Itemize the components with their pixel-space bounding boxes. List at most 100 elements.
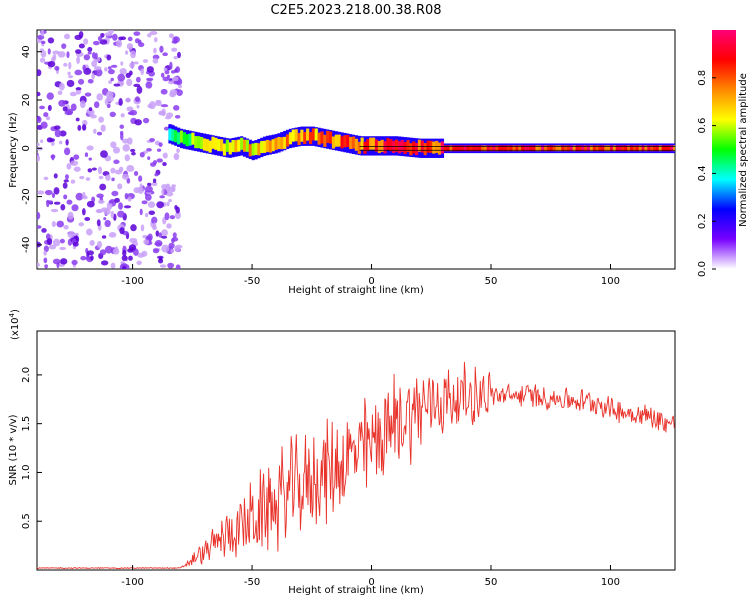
heatmap-noise-cell <box>174 245 181 252</box>
heatmap-noise-cell <box>53 173 58 179</box>
heatmap-noise-cell <box>78 43 85 49</box>
heatmap-noise-cell <box>170 70 176 74</box>
heatmap-noise-cell <box>51 154 55 161</box>
heatmap-ridge-cell <box>501 145 505 152</box>
heatmap-noise-cell <box>154 239 163 247</box>
heatmap-noise-cell <box>175 66 181 73</box>
heatmap-noise-cell <box>78 222 85 227</box>
heatmap-ridge-cell <box>653 145 657 152</box>
heatmap-ridge-cell <box>529 145 533 152</box>
heatmap-ridge-cell <box>351 136 356 149</box>
heatmap-noise-cell <box>78 31 84 39</box>
heatmap-x-label: Height of straight line (km) <box>288 285 424 296</box>
heatmap-noise-cell <box>119 124 125 129</box>
heatmap-noise-cell <box>127 111 135 116</box>
heatmap-noise-cell <box>91 167 97 171</box>
heatmap-ridge-cell <box>641 145 645 152</box>
heatmap-ridge-cell <box>498 145 502 152</box>
heatmap-noise-cell <box>96 131 103 136</box>
heatmap-noise-cell <box>48 244 57 250</box>
heatmap-ridge-cell <box>394 139 399 152</box>
heatmap-x-tick-label: -100 <box>121 276 144 287</box>
heatmap-ridge-cell <box>472 145 476 152</box>
heatmap-noise-cell <box>63 179 69 183</box>
heatmap-noise-cell <box>98 175 104 180</box>
heatmap-ridge-cell <box>311 128 315 141</box>
heatmap-noise-cell <box>37 262 40 268</box>
heatmap-ridge-cell <box>486 145 490 152</box>
heatmap-ridge-cell <box>326 130 330 143</box>
heatmap-noise-cell <box>62 182 68 189</box>
snr-scale-exponent: 4 <box>8 312 16 317</box>
heatmap-ridge-cell <box>443 145 447 152</box>
heatmap-noise-cell <box>164 212 170 221</box>
heatmap-ridge-cell <box>179 130 184 143</box>
heatmap-ridge-cell <box>435 140 439 153</box>
heatmap-x-tick-label: 100 <box>601 276 620 287</box>
heatmap-noise-cell <box>58 82 65 91</box>
heatmap-noise-cell <box>73 232 80 236</box>
heatmap-ridge-cell <box>495 145 499 152</box>
heatmap-noise-cell <box>99 39 108 45</box>
heatmap-noise-cell <box>111 190 119 197</box>
heatmap-ridge-cell <box>655 145 660 152</box>
heatmap-noise-cell <box>58 99 66 107</box>
heatmap-noise-cell <box>171 47 178 52</box>
heatmap-noise-cell <box>37 69 42 77</box>
heatmap-noise-cell <box>40 40 46 45</box>
heatmap-noise-cell <box>57 90 63 96</box>
heatmap-ridge-cell <box>288 132 293 145</box>
heatmap-noise-cell <box>177 51 181 59</box>
heatmap-noise-cell <box>52 238 61 247</box>
heatmap-ridge-cell <box>466 145 470 152</box>
heatmap-noise-cell <box>110 167 116 174</box>
heatmap-noise-cell <box>122 266 127 269</box>
heatmap-noise-cell <box>151 216 158 224</box>
heatmap-noise-cell <box>37 225 42 229</box>
heatmap-ridge-cell <box>569 145 574 152</box>
figure-title: C2E5.2023.218.00.38.R08 <box>270 3 441 18</box>
heatmap-noise-cell <box>176 148 180 154</box>
heatmap-noise-cell <box>120 132 124 141</box>
heatmap-noise-cell <box>66 79 75 88</box>
heatmap-ridge-cell <box>446 145 450 152</box>
heatmap-noise-cell <box>139 183 143 191</box>
heatmap-noise-cell <box>140 224 145 232</box>
heatmap-noise-cell <box>104 67 108 72</box>
heatmap-noise-cell <box>160 104 169 108</box>
heatmap-noise-cell <box>155 230 160 237</box>
heatmap-noise-cell <box>171 185 176 192</box>
snr-scale-prefix: (x10 <box>10 317 21 340</box>
heatmap-noise-cell <box>118 166 124 172</box>
heatmap-ridge-cell <box>541 145 545 152</box>
heatmap-noise-cell <box>126 43 134 50</box>
heatmap-ridge <box>168 124 675 161</box>
heatmap-ridge-cell <box>337 134 341 147</box>
heatmap-noise-cell <box>104 32 113 37</box>
heatmap-noise-cell <box>51 220 56 227</box>
heatmap-ridge-cell <box>397 141 402 154</box>
heatmap-noise-cell <box>87 168 93 173</box>
heatmap-ridge-cell <box>283 136 287 149</box>
heatmap-noise-cell <box>61 43 67 49</box>
heatmap-noise-cell <box>142 59 149 63</box>
heatmap-noise-cell <box>47 61 56 68</box>
heatmap-noise-cell <box>65 139 69 146</box>
heatmap-ridge-cell <box>595 145 599 152</box>
heatmap-noise-cell <box>172 232 177 238</box>
heatmap-noise-cell <box>166 223 172 229</box>
heatmap-noise-cell <box>71 204 79 212</box>
heatmap-noise-cell <box>156 148 162 152</box>
heatmap-noise-cell <box>85 177 91 181</box>
colorbar: 0.0 0.2 0.4 0.6 0.8 Normalized spectral ampl… <box>697 30 749 277</box>
heatmap-ridge-cell <box>555 145 559 152</box>
heatmap-noise-cell <box>84 92 92 97</box>
heatmap-noise-cell <box>79 175 85 180</box>
heatmap-ridge-cell <box>489 145 493 152</box>
heatmap-ridge-cell <box>532 145 536 152</box>
heatmap-noise-cell <box>167 262 175 269</box>
heatmap-noise-cell <box>39 48 45 52</box>
heatmap-noise-cell <box>99 249 107 256</box>
heatmap-ridge-cell <box>257 143 261 156</box>
heatmap-ridge-cell <box>217 139 221 152</box>
